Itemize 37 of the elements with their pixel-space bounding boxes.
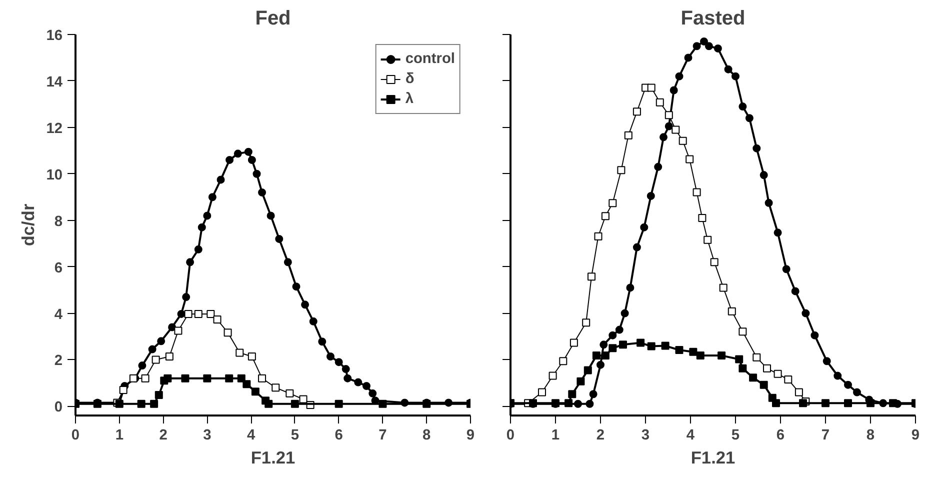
y-tick-label: 16 — [46, 28, 63, 44]
x-tick-label: 7 — [378, 428, 387, 444]
x-tick-label: 1 — [551, 428, 560, 444]
x-tick-label: 0 — [506, 428, 515, 444]
x-tick-label: 3 — [641, 428, 650, 444]
y-tick-label: 4 — [54, 306, 64, 323]
chart-title: Fasted — [680, 8, 746, 30]
y-tick-label: 2 — [54, 353, 63, 370]
y-tick-label: 0 — [54, 400, 63, 416]
legend-label: control — [405, 51, 455, 67]
x-tick-label: 2 — [596, 428, 605, 444]
x-tick-label: 8 — [866, 428, 875, 444]
x-tick-label: 6 — [334, 428, 343, 444]
legend-label: δ — [405, 71, 416, 87]
y-tick-label: 12 — [46, 120, 63, 137]
x-axis-title: F1.21 — [250, 448, 296, 468]
x-tick-label: 1 — [115, 428, 124, 444]
x-tick-label: 4 — [246, 428, 256, 444]
y-tick-label: 8 — [54, 214, 63, 230]
x-tick-label: 5 — [731, 428, 740, 444]
chart-title: Fed — [255, 8, 291, 30]
x-tick-label: 6 — [776, 428, 785, 444]
y-axis-title: dc/dr — [18, 204, 38, 246]
y-tick-label: 14 — [46, 74, 64, 90]
x-tick-label: 2 — [159, 428, 168, 444]
x-tick-label: 0 — [71, 428, 80, 444]
x-tick-label: 9 — [911, 428, 920, 444]
y-tick-label: 6 — [54, 260, 63, 276]
x-tick-label: 8 — [422, 428, 431, 444]
x-tick-label: 4 — [686, 428, 696, 444]
x-tick-label: 3 — [203, 428, 212, 444]
y-tick-label: 10 — [46, 167, 63, 184]
x-axis-title: F1.21 — [690, 448, 736, 468]
legend-label: λ — [405, 91, 414, 107]
x-tick-label: 5 — [290, 428, 300, 444]
x-tick-label: 9 — [466, 428, 475, 444]
x-tick-label: 7 — [821, 428, 830, 444]
